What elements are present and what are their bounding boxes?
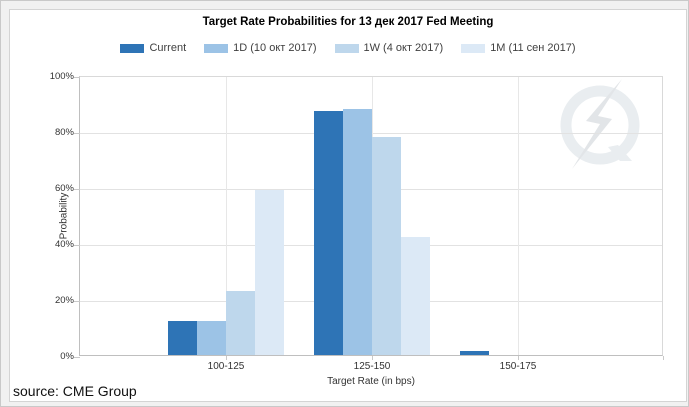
legend-item: 1D (10 окт 2017): [204, 42, 317, 54]
gridline-vertical: [225, 77, 227, 355]
bar: [168, 321, 197, 355]
y-axis-tick: [74, 188, 80, 190]
legend-item: Current: [120, 42, 186, 54]
x-tick-label: 100-125: [207, 361, 245, 372]
y-axis-tick: [74, 76, 80, 78]
y-axis-tick: [74, 300, 80, 302]
legend: Current 1D (10 окт 2017) 1W (4 окт 2017) 1M…: [10, 42, 686, 54]
bar: [255, 189, 284, 355]
bar: [343, 108, 372, 355]
x-tick-label: 150-175: [499, 361, 537, 372]
bar: [460, 351, 489, 355]
gridline-vertical: [517, 77, 519, 355]
x-axis-tick: [225, 356, 227, 360]
y-tick-label: 20%: [54, 295, 74, 306]
x-axis-title: Target Rate (in bps): [327, 376, 415, 387]
legend-label: 1W (4 окт 2017): [363, 42, 444, 54]
y-tick-label: 0%: [60, 351, 74, 362]
y-axis-tick: [74, 356, 80, 358]
y-axis-tick: [74, 244, 80, 246]
legend-swatch: [204, 43, 229, 53]
watermark-logo: [560, 79, 640, 169]
x-axis-tick: [371, 356, 373, 360]
y-tick-label: 40%: [54, 239, 74, 250]
x-axis-tick: [663, 356, 664, 360]
bar: [314, 111, 343, 355]
legend-item: 1W (4 окт 2017): [334, 42, 444, 54]
legend-swatch: [120, 43, 145, 53]
y-axis-tick: [74, 132, 80, 134]
legend-label: 1D (10 окт 2017): [233, 42, 317, 54]
x-tick-label: 125-150: [353, 361, 391, 372]
legend-swatch: [334, 43, 359, 53]
bar: [197, 321, 226, 355]
chart-panel: Target Rate Probabilities for 13 дек 201…: [9, 9, 687, 402]
chart-title: Target Rate Probabilities for 13 дек 201…: [202, 16, 494, 28]
source-note: source: CME Group: [13, 383, 137, 399]
legend-swatch: [461, 43, 486, 53]
y-tick-label: 100%: [49, 71, 74, 82]
legend-label: 1M (11 сен 2017): [490, 42, 576, 54]
legend-label: Current: [149, 42, 187, 54]
plot-area: Probability Target Rate (in bps) 0% 20% 40…: [50, 72, 664, 387]
y-tick-label: 80%: [54, 127, 74, 138]
bar: [372, 136, 401, 355]
bar: [226, 290, 255, 355]
legend-item: 1M (11 сен 2017): [461, 42, 576, 54]
x-axis-tick: [517, 356, 519, 360]
bar: [401, 237, 430, 355]
y-tick-label: 60%: [54, 183, 74, 194]
